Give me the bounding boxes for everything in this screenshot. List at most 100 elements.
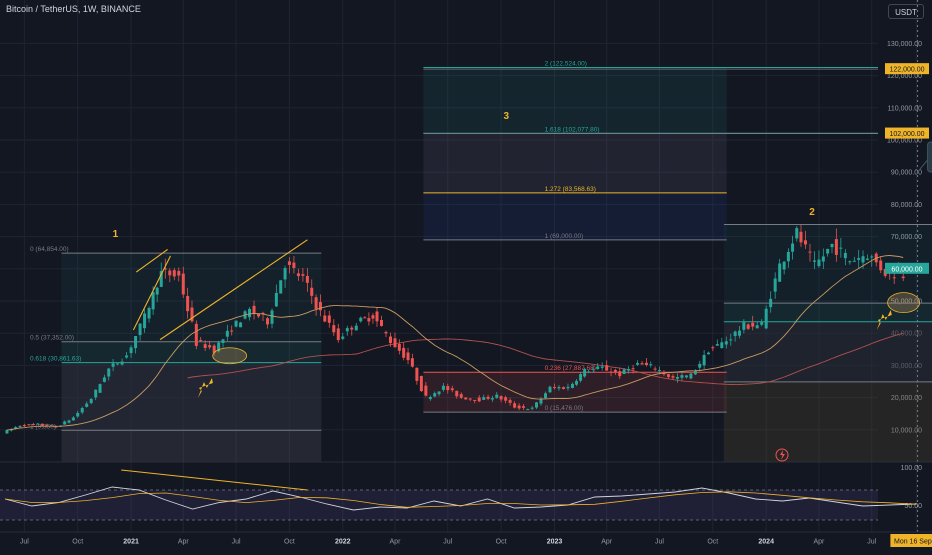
- candle: [618, 371, 621, 376]
- candle: [36, 424, 39, 425]
- support-ellipse: [888, 293, 920, 313]
- candle: [359, 318, 362, 322]
- candle: [787, 252, 790, 261]
- fib-label: 0 (15,476.00): [545, 405, 584, 412]
- candle: [689, 374, 692, 379]
- x-tick-label: 2021: [123, 539, 139, 546]
- candle: [464, 397, 467, 399]
- candle: [239, 322, 242, 327]
- candle: [587, 371, 590, 372]
- candle: [853, 261, 856, 262]
- candle: [288, 261, 291, 265]
- candle: [557, 387, 560, 388]
- x-tick-label: Oct: [496, 539, 507, 546]
- wave-label: 3: [504, 111, 510, 122]
- candle: [433, 393, 436, 396]
- wave-label: 2: [809, 207, 815, 218]
- candle: [817, 260, 820, 266]
- candle: [107, 369, 110, 377]
- candle: [522, 406, 525, 408]
- candle: [862, 256, 865, 262]
- candle: [623, 369, 626, 374]
- candle: [446, 386, 449, 390]
- fib-label: 2 (122,524.00): [545, 60, 587, 67]
- candle: [315, 297, 318, 309]
- candle: [346, 328, 349, 331]
- candle: [116, 363, 119, 364]
- candle: [63, 422, 66, 425]
- candle: [720, 342, 723, 348]
- candle: [41, 424, 44, 426]
- candle: [487, 397, 490, 399]
- fib-zone: [61, 342, 321, 363]
- candle: [182, 274, 185, 295]
- x-tick-label: 2023: [547, 539, 563, 546]
- candle: [831, 244, 834, 247]
- candle: [177, 271, 180, 276]
- y-tick-label: 130,000.00: [887, 41, 922, 48]
- x-tick-label: Apr: [601, 539, 613, 546]
- x-tick-label: Apr: [178, 539, 190, 546]
- candle: [411, 358, 414, 366]
- candle: [575, 381, 578, 385]
- candle: [328, 315, 331, 322]
- candle: [76, 413, 79, 417]
- candle: [429, 397, 432, 399]
- candle: [451, 388, 454, 390]
- candle: [222, 339, 225, 343]
- candle: [341, 337, 344, 339]
- candle: [756, 325, 759, 328]
- fib-zone: [61, 253, 321, 342]
- x-tick-label: Mon 16 Sep '24: [894, 539, 932, 546]
- candle: [156, 288, 159, 295]
- candle: [526, 409, 529, 410]
- candle: [535, 402, 538, 407]
- candle: [791, 244, 794, 252]
- candle: [698, 364, 701, 368]
- fib-zone: [423, 133, 726, 193]
- x-tick-label: Oct: [707, 539, 718, 546]
- candle: [292, 263, 295, 268]
- candle: [134, 336, 137, 348]
- candle: [19, 426, 22, 427]
- candle: [491, 398, 494, 399]
- y-tick-label: 110,000.00: [887, 105, 922, 112]
- candle: [130, 347, 133, 353]
- candle: [645, 363, 648, 365]
- candle: [473, 400, 476, 401]
- candle: [518, 406, 521, 409]
- candle: [253, 306, 256, 314]
- currency-button[interactable]: USDT: [888, 4, 924, 19]
- candle: [271, 310, 274, 323]
- candle: [703, 355, 706, 365]
- fib-zone: [724, 322, 932, 382]
- candle: [266, 318, 269, 324]
- candle: [870, 256, 873, 257]
- candle: [509, 400, 512, 403]
- candle: [363, 317, 366, 318]
- candle: [671, 376, 674, 378]
- candle: [857, 258, 860, 260]
- candle: [562, 387, 565, 389]
- candle: [601, 367, 604, 368]
- candle: [765, 309, 768, 329]
- x-tick-label: 2022: [335, 539, 351, 546]
- candle: [442, 386, 445, 390]
- x-tick-label: Jul: [443, 539, 452, 546]
- candle: [389, 337, 392, 344]
- candle: [531, 408, 534, 409]
- candle: [469, 399, 472, 400]
- candle: [94, 390, 97, 398]
- candle: [641, 363, 644, 364]
- candle: [337, 328, 340, 340]
- candle: [893, 277, 896, 278]
- candle: [420, 376, 423, 391]
- fib-label: 0.236 (27,887.68): [545, 365, 596, 372]
- y-tick-label: 100.00: [901, 465, 923, 472]
- candle: [90, 399, 93, 403]
- candle: [839, 248, 842, 249]
- candle: [371, 315, 374, 318]
- x-tick-label: Oct: [72, 539, 83, 546]
